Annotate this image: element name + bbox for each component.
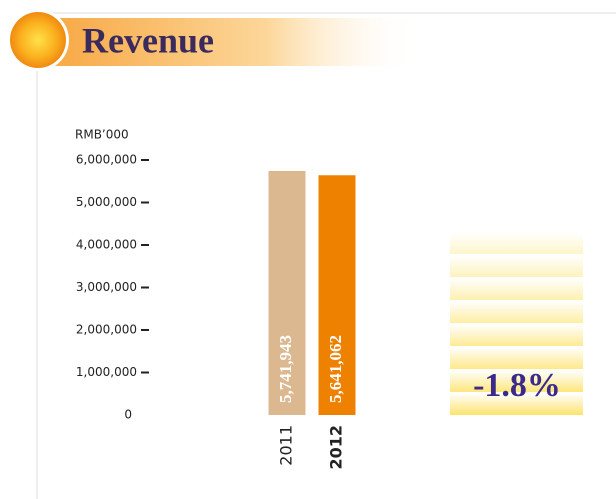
stripe — [450, 278, 583, 300]
stripe — [450, 324, 583, 346]
y-axis-label: RMB’000 — [75, 128, 129, 142]
value-label: 5,641,062 — [326, 335, 345, 403]
icon — [10, 12, 66, 68]
stripe — [450, 301, 583, 323]
x-tick-label: 2011 — [277, 425, 296, 466]
y-tick-label: 2,000,000 — [76, 323, 137, 337]
bar — [268, 170, 306, 415]
stripe — [450, 255, 583, 277]
stripe — [450, 347, 583, 369]
y-tick-label: 6,000,000 — [76, 153, 137, 167]
stripe — [450, 393, 583, 415]
stripe — [450, 370, 583, 392]
title-band — [40, 18, 420, 66]
y-tick-label: 4,000,000 — [76, 238, 137, 252]
value-label: 5,741,943 — [276, 335, 295, 403]
y-tick-label: 5,000,000 — [76, 195, 137, 209]
chart-title: Revenue — [82, 20, 214, 60]
stripe — [450, 232, 583, 254]
y-tick-label: 0 — [124, 408, 132, 422]
bar — [318, 175, 356, 415]
y-tick-label: 3,000,000 — [76, 280, 137, 294]
x-tick-label: 2012 — [327, 425, 346, 470]
annotation: -1.8% — [473, 367, 561, 404]
annotation-box — [450, 232, 583, 415]
y-tick-label: 1,000,000 — [76, 365, 137, 379]
